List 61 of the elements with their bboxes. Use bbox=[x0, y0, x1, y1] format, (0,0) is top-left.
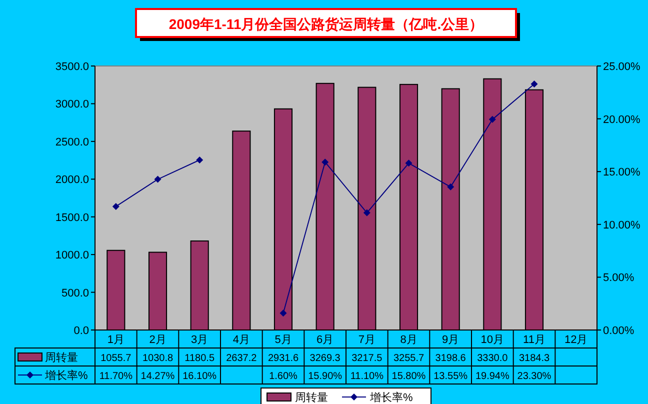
data-label: 3255.7 bbox=[393, 353, 424, 364]
x-tick-label: 3月 bbox=[191, 334, 208, 346]
legend-label: 增长率% bbox=[44, 369, 88, 382]
data-label: 11.70% bbox=[99, 371, 133, 382]
x-tick-label: 7月 bbox=[358, 334, 376, 346]
y-tick-label: 2500.0 bbox=[55, 136, 89, 148]
x-tick-label: 8月 bbox=[400, 334, 418, 346]
data-label: 1.60% bbox=[269, 371, 298, 382]
data-label: 19.94% bbox=[475, 371, 510, 382]
y-tick-label: 1000.0 bbox=[55, 250, 89, 262]
data-label: 3198.6 bbox=[435, 353, 466, 364]
data-label: 1030.8 bbox=[142, 353, 174, 364]
y2-tick-label: 20.00% bbox=[603, 114, 641, 126]
point bbox=[530, 80, 538, 88]
data-label: 15.80% bbox=[392, 371, 426, 382]
x-tick-label: 11月 bbox=[523, 334, 546, 346]
point bbox=[322, 158, 329, 166]
x-tick-label: 9月 bbox=[442, 334, 460, 346]
point bbox=[112, 202, 120, 210]
y-tick-label: 3500.0 bbox=[55, 61, 89, 73]
data-label: 3184.3 bbox=[518, 353, 550, 364]
point bbox=[363, 209, 370, 216]
y-tick-label: 0.0 bbox=[74, 325, 89, 337]
y2-tick-label: 15.00% bbox=[603, 166, 641, 179]
data-label: 16.10% bbox=[182, 371, 217, 382]
chart-title: 2009年1-11月份全国公路货运周转量（亿吨.公里） bbox=[168, 16, 484, 32]
y2-tick-label: 0.00% bbox=[603, 325, 634, 337]
legend: 周转量 增长率% bbox=[260, 388, 432, 404]
data-label: 2931.6 bbox=[268, 353, 299, 364]
data-label: 15.90% bbox=[308, 371, 342, 382]
data-label: 3269.3 bbox=[310, 353, 341, 364]
y-tick-label: 1500.0 bbox=[55, 212, 89, 224]
point bbox=[280, 310, 287, 317]
point bbox=[488, 116, 496, 123]
y-tick-label: 3000.0 bbox=[55, 98, 89, 111]
data-label: 1055.7 bbox=[100, 353, 132, 364]
legend-label: 周转量 bbox=[45, 352, 78, 364]
x-tick-label: 12月 bbox=[564, 334, 588, 346]
point bbox=[447, 183, 454, 190]
x-tick-label: 4月 bbox=[232, 334, 250, 346]
point bbox=[196, 156, 204, 164]
data-label: 13.55% bbox=[434, 371, 468, 382]
x-tick-label: 2月 bbox=[149, 334, 166, 346]
data-label: 11.10% bbox=[350, 371, 384, 382]
x-tick-label: 10月 bbox=[480, 334, 504, 346]
data-label: 23.30% bbox=[517, 371, 552, 382]
data-label: 2637.2 bbox=[226, 353, 258, 364]
data-label: 3330.0 bbox=[477, 353, 508, 364]
y2-tick-label: 5.00% bbox=[603, 272, 634, 284]
data-label: 1180.5 bbox=[184, 353, 215, 364]
point bbox=[154, 176, 162, 183]
x-tick-label: 6月 bbox=[316, 334, 334, 346]
data-label: 3217.5 bbox=[352, 353, 383, 364]
data-label: 14.27% bbox=[140, 371, 175, 382]
y-tick-label: 500.0 bbox=[61, 287, 89, 300]
y2-tick-label: 25.00% bbox=[603, 61, 641, 73]
point bbox=[405, 160, 412, 167]
x-tick-label: 5月 bbox=[274, 334, 292, 346]
y-tick-label: 2000.0 bbox=[55, 174, 89, 186]
x-tick-label: 1月 bbox=[107, 334, 124, 346]
y2-tick-label: 10.00% bbox=[603, 219, 641, 232]
